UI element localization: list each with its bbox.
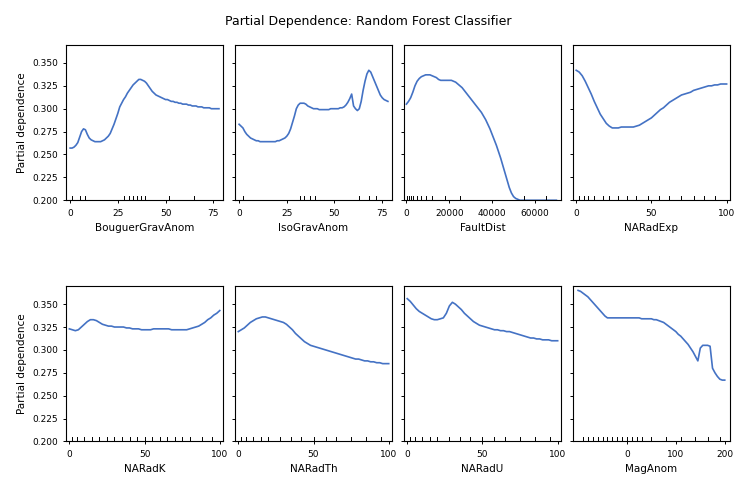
X-axis label: NARadK: NARadK bbox=[124, 464, 165, 474]
Y-axis label: Partial dependence: Partial dependence bbox=[16, 72, 27, 173]
X-axis label: NARadExp: NARadExp bbox=[624, 223, 679, 233]
X-axis label: BouguerGravAnom: BouguerGravAnom bbox=[95, 223, 195, 233]
X-axis label: FaultDist: FaultDist bbox=[460, 223, 506, 233]
Text: Partial Dependence: Random Forest Classifier: Partial Dependence: Random Forest Classi… bbox=[226, 15, 511, 28]
X-axis label: NARadTh: NARadTh bbox=[290, 464, 338, 474]
X-axis label: NARadU: NARadU bbox=[461, 464, 503, 474]
Y-axis label: Partial dependence: Partial dependence bbox=[16, 313, 27, 414]
X-axis label: MagAnom: MagAnom bbox=[626, 464, 677, 474]
X-axis label: IsoGravAnom: IsoGravAnom bbox=[279, 223, 349, 233]
